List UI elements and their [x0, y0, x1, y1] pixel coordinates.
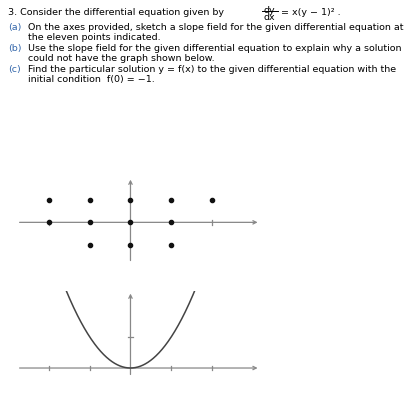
Text: dy: dy	[264, 6, 276, 15]
Text: (a): (a)	[8, 23, 21, 32]
Text: 3. Consider the differential equation given by: 3. Consider the differential equation gi…	[8, 8, 224, 17]
Text: Find the particular solution y = f(x) to the given differential equation with th: Find the particular solution y = f(x) to…	[28, 65, 396, 74]
Text: the eleven points indicated.: the eleven points indicated.	[28, 33, 160, 42]
Text: On the axes provided, sketch a slope field for the given differential equation a: On the axes provided, sketch a slope fie…	[28, 23, 404, 32]
Text: could not have the graph shown below.: could not have the graph shown below.	[28, 54, 215, 63]
Text: initial condition  f(0) = −1.: initial condition f(0) = −1.	[28, 75, 155, 84]
Text: (c): (c)	[8, 65, 21, 74]
Text: dx: dx	[264, 13, 276, 22]
Text: (b): (b)	[8, 44, 21, 53]
Text: Use the slope field for the given differential equation to explain why a solutio: Use the slope field for the given differ…	[28, 44, 402, 53]
Text: = x(y − 1)² .: = x(y − 1)² .	[281, 8, 341, 17]
